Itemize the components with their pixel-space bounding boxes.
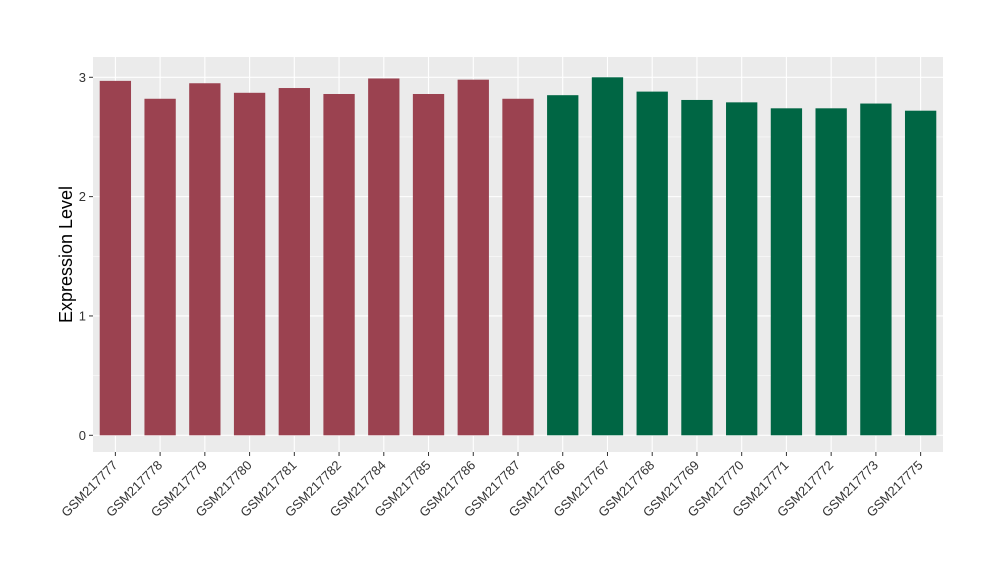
bar [368,78,400,436]
bar [815,108,847,436]
bar [636,91,668,436]
bar [412,93,445,436]
y-tick-label: 0 [79,428,86,443]
y-tick-label: 3 [79,70,86,85]
bar [278,88,310,436]
x-axis: GSM217777GSM217778GSM217779GSM217780GSM2… [58,452,926,520]
y-tick-label: 1 [79,308,86,323]
bar [99,80,132,436]
bar [502,98,534,436]
bar [770,108,803,436]
bar [323,93,355,436]
y-axis-title: Expression Level [56,186,76,323]
bar [681,99,713,436]
bar [726,102,758,436]
y-axis: 0 1 2 3 [79,70,93,443]
bar [189,83,221,436]
bar [547,95,579,436]
y-tick-label: 2 [79,189,86,204]
bars [99,77,937,436]
bar [591,77,624,436]
bar [904,110,937,436]
bar [144,98,176,436]
bar [233,92,266,436]
bar [860,103,892,436]
bar [457,79,489,436]
